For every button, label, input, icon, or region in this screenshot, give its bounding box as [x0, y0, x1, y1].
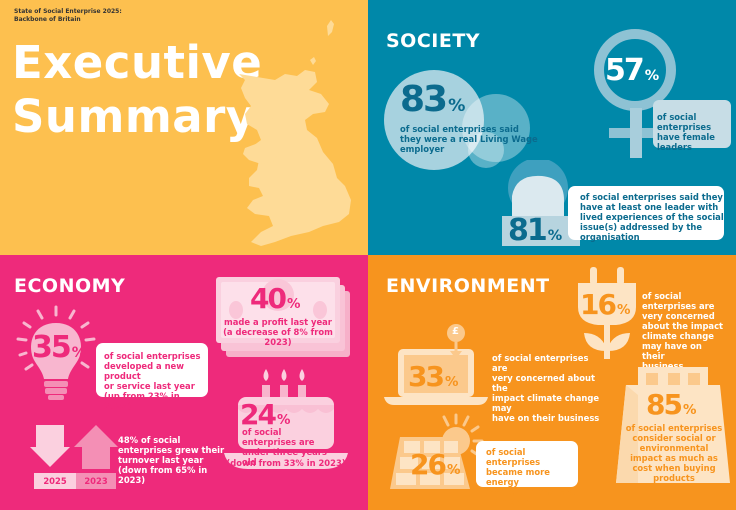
- stat-text-line: of social enterprises are: [242, 427, 315, 447]
- stat-description: of social enterprises are very concerned…: [642, 291, 726, 371]
- stat-description-box: [96, 343, 208, 397]
- stat-value: 33%: [408, 360, 459, 393]
- stat-text-line: of social enterprises are: [492, 353, 589, 373]
- lightbulb-icon: [16, 305, 96, 400]
- stat-text-line: very concerned: [642, 311, 715, 321]
- stat-text-line: have on their business: [492, 413, 600, 423]
- report-title-line2: Backbone of Britain: [14, 16, 81, 23]
- stat-text-line: products: [653, 473, 695, 483]
- stat-note: (down from 33% in 2023): [226, 458, 346, 468]
- stat-value: 16%: [580, 288, 631, 321]
- stat-text-line: environmental: [639, 443, 709, 453]
- stat-text-line: (down from 65% in 2023): [118, 465, 208, 485]
- section-title-economy: ECONOMY: [14, 275, 126, 297]
- stat-description: of social enterprises said they were a r…: [400, 124, 538, 154]
- report-title: State of Social Enterprise 2025: Backbon…: [14, 8, 122, 24]
- stat-energy-efficient: 26% of social enterprises became more en…: [390, 413, 580, 507]
- stat-text-line: efficient in the last: [486, 487, 576, 497]
- overlapping-circles-icon: [384, 70, 530, 170]
- stat-profit: 40% made a profit last year (a decrease …: [216, 277, 352, 359]
- stat-text-line: about the impact: [642, 321, 724, 331]
- year-label-2025: [34, 473, 76, 489]
- stat-text-line: 48% of social: [118, 435, 181, 445]
- stat-text-line: 12 months: [486, 497, 536, 507]
- stat-climate-concern-laptop: £ 33% of social enterprises are very con…: [384, 323, 599, 423]
- stat-text-line: consider social or: [632, 433, 716, 443]
- year-2023-text: 2023: [84, 476, 108, 486]
- stat-value: 35%: [32, 330, 87, 365]
- banknotes-icon: [216, 277, 350, 357]
- birthday-cake-icon: [224, 369, 348, 469]
- stat-lived-experience: 81% of social enterprises said they have…: [502, 160, 726, 246]
- economy-panel: ECONOMY 35% of social enterpris: [0, 255, 368, 510]
- page-title-line2: Summary: [12, 90, 256, 143]
- stat-text-line: under three years old: [242, 447, 327, 467]
- stat-text-line: (up from 23% in 2023): [104, 391, 180, 411]
- stat-value: 24%: [240, 398, 291, 431]
- stat-buying-products: 85% of social enterprises consider socia…: [616, 367, 730, 483]
- plug-plant-icon: [578, 267, 636, 359]
- stat-text-line: enterprises grew their: [118, 445, 225, 455]
- laptop-pound-icon: [384, 324, 488, 405]
- stat-text-line: became more energy: [486, 467, 550, 487]
- stat-text-line: impact as much as: [630, 453, 718, 463]
- person-icon: [502, 160, 580, 246]
- shopping-bag-icon: [616, 367, 730, 483]
- stat-value: 85%: [646, 388, 697, 421]
- stat-description-box: [568, 186, 724, 240]
- executive-summary-panel: State of Social Enterprise 2025: Backbon…: [0, 0, 368, 255]
- stat-living-wage: 83% of social enterprises said they were…: [384, 70, 538, 170]
- stat-text-line: may have on their: [642, 341, 702, 361]
- stat-description: made a profit last year (a decrease of 8…: [216, 317, 340, 347]
- stat-turnover-growth: 2025 2023 48% of social enterprises grew…: [30, 423, 230, 493]
- pound-icon: £: [452, 326, 459, 337]
- stat-text-line: impact climate change may: [492, 393, 600, 413]
- stat-text-line: made a profit last year: [224, 317, 332, 327]
- year-2025-text: 2025: [43, 476, 67, 486]
- stat-text-line: developed a new product: [104, 361, 184, 381]
- stat-text-line: enterprises are: [642, 301, 715, 311]
- solar-panel-sun-icon: [390, 413, 484, 489]
- page-title: Executive Summary: [12, 36, 262, 144]
- stat-value: 83%: [400, 79, 466, 120]
- report-title-line1: State of Social Enterprise 2025:: [14, 8, 122, 15]
- stat-text-line: of social enterprises: [625, 423, 723, 433]
- stat-text-line: very concerned about the: [492, 373, 596, 393]
- stat-text-line: of social enterprises: [486, 447, 541, 467]
- stat-text-line: climate change: [642, 331, 714, 341]
- stat-description: of social enterprises are under three ye…: [242, 427, 338, 467]
- stat-description: 48% of social enterprises grew their tur…: [118, 435, 228, 485]
- stat-description: of social enterprises consider social or…: [618, 423, 730, 483]
- uk-map-icon: [239, 20, 351, 246]
- stat-female-leaders: 57% of social enterprises have female le…: [593, 28, 733, 158]
- up-down-arrows-icon: [30, 425, 118, 469]
- stat-text-line: turnover last year: [118, 455, 204, 465]
- stat-value: 26%: [410, 448, 461, 481]
- stat-new-product: 35% of social enterprises developed a ne…: [12, 303, 212, 411]
- section-title-society: SOCIETY: [386, 30, 481, 52]
- stat-text-line: (a decrease of 8% from 2023): [223, 327, 333, 347]
- female-symbol-icon: [594, 29, 731, 158]
- stat-value: 57%: [605, 53, 660, 88]
- stat-text-line: business: [642, 361, 684, 371]
- stat-value: 40%: [250, 282, 301, 315]
- stat-description: of social enterprises said they have at …: [580, 192, 724, 242]
- society-panel: SOCIETY 83% of social enterprises said t…: [368, 0, 736, 255]
- stat-description-box: [476, 441, 578, 487]
- environment-panel: ENVIRONMENT 16% of social enterprises ar…: [368, 255, 736, 510]
- section-title-environment: ENVIRONMENT: [386, 275, 550, 297]
- stat-climate-concern-plug: 16% of social enterprises are very conce…: [576, 267, 726, 371]
- stat-text-line: or service last year: [104, 381, 195, 391]
- stat-young-enterprises: 24% of social enterprises are under thre…: [224, 369, 348, 469]
- stat-description: of social enterprises developed a new pr…: [104, 351, 208, 411]
- stat-description: of social enterprises became more energy…: [486, 447, 578, 507]
- stat-description: of social enterprises have female leader…: [657, 112, 715, 152]
- stat-text-line: of social: [642, 291, 682, 301]
- year-label-2023: [76, 473, 116, 489]
- page-title-line1: Executive: [12, 36, 263, 89]
- stat-text-line: of social enterprises: [104, 351, 201, 361]
- stat-text-line: cost when buying: [632, 463, 716, 473]
- stat-value: 81%: [508, 213, 563, 248]
- stat-description: of social enterprises are very concerned…: [492, 353, 602, 423]
